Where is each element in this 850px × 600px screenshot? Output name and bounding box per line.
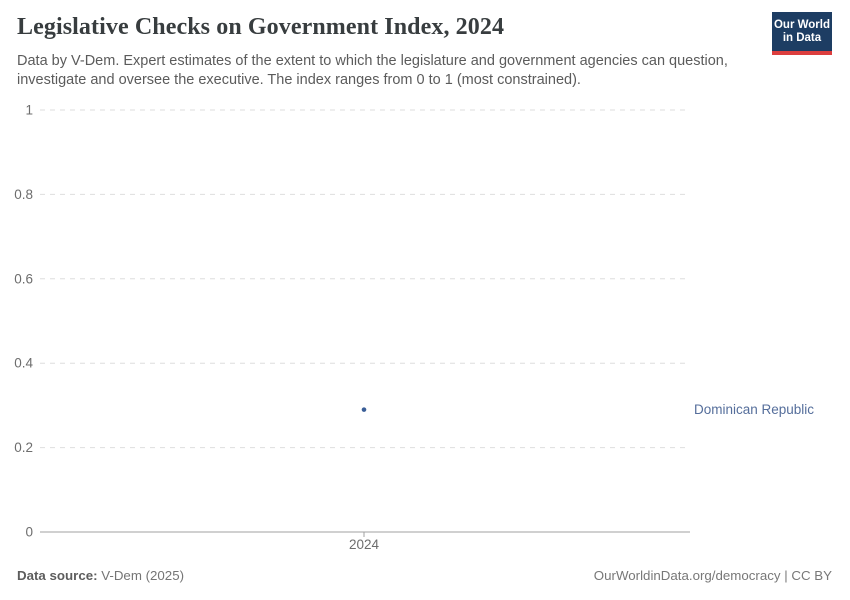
entity-label[interactable]: Dominican Republic [694, 402, 814, 417]
owid-logo: Our World in Data [772, 12, 832, 55]
y-axis-tick-label: 0.8 [14, 187, 33, 202]
data-point[interactable] [361, 407, 367, 412]
owid-logo-line2: in Data [782, 31, 822, 44]
owid-logo-line1: Our World [773, 18, 830, 31]
source-label: Data source: [17, 568, 98, 583]
y-axis-tick-label: 0.4 [14, 356, 33, 371]
x-axis-tick-label: 2024 [349, 537, 380, 552]
y-axis-tick-label: 1 [25, 103, 33, 118]
page-subtitle: Data by V-Dem. Expert estimates of the e… [17, 53, 728, 88]
owid-logo-text: Our World in Data [774, 19, 830, 45]
y-axis-tick-label: 0 [25, 525, 33, 540]
y-axis-tick-label: 0.2 [14, 440, 33, 455]
y-axis-tick-label: 0.6 [14, 271, 33, 286]
source-value: V-Dem (2025) [97, 568, 185, 583]
chart-footer: Data source: V-Dem (2025) OurWorldinData… [17, 568, 832, 583]
page-title: Legislative Checks on Government Index, … [17, 14, 505, 40]
footer-source: Data source: V-Dem (2025) [17, 568, 184, 583]
footer-attribution-link[interactable]: OurWorldinData.org/democracy | CC BY [593, 568, 832, 583]
